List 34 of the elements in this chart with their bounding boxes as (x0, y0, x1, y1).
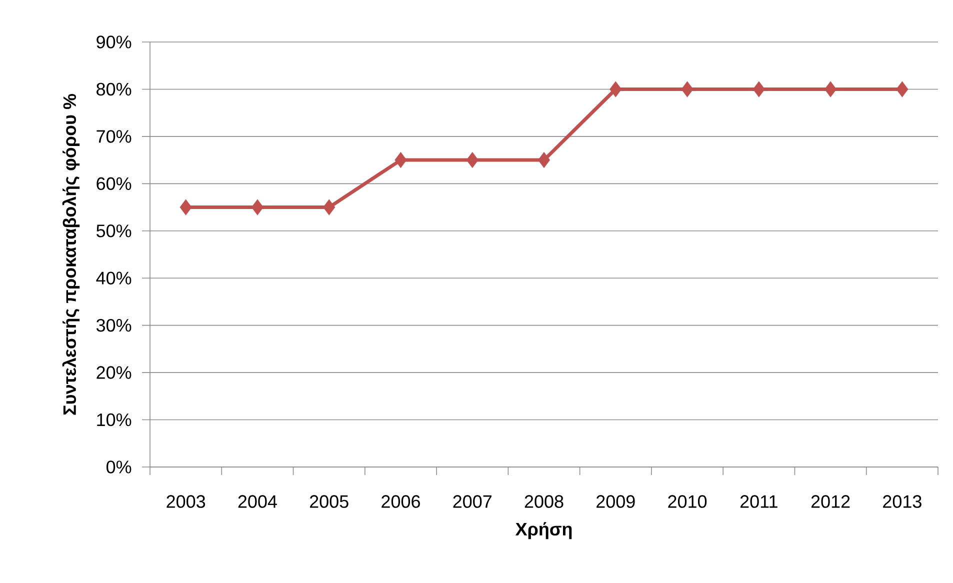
point (896, 81, 908, 98)
point (466, 152, 478, 168)
y-tick-label: 40% (96, 272, 132, 284)
point (824, 81, 837, 98)
x-tick-label: 2004 (238, 495, 277, 508)
x-tick-label: 2003 (166, 495, 206, 508)
point (681, 81, 694, 98)
x-tick-label: 2008 (524, 495, 564, 508)
x-tick-label: 2007 (453, 495, 492, 508)
point (394, 152, 407, 168)
y-tick-label: 50% (96, 224, 132, 238)
y-tick-label: 20% (96, 366, 132, 379)
point (752, 81, 765, 98)
x-tick-label: 2006 (382, 495, 420, 508)
point (538, 152, 550, 168)
x-tick-label: 2011 (740, 495, 778, 508)
point (180, 199, 192, 216)
x-axis-title: Χρήση (515, 522, 572, 540)
y-tick-label: 80% (96, 82, 132, 96)
y-tick-label: 90% (96, 36, 132, 48)
y-axis-title: Συντελεστής προκαταβολής φόρου % (62, 94, 80, 415)
point (610, 81, 622, 98)
x-tick-label: 2010 (668, 495, 707, 508)
x-tick-label: 2005 (310, 495, 348, 508)
y-tick-label: 0% (106, 460, 132, 474)
point (323, 199, 336, 216)
x-tick-label: 2012 (811, 495, 850, 508)
y-tick-label: 70% (96, 130, 132, 143)
y-tick-label: 30% (96, 318, 132, 332)
x-tick-label: 2013 (883, 495, 922, 508)
point (251, 199, 264, 216)
x-tick-label: 2009 (596, 495, 635, 508)
y-tick-label: 60% (96, 177, 132, 190)
y-tick-label: 10% (97, 413, 132, 426)
